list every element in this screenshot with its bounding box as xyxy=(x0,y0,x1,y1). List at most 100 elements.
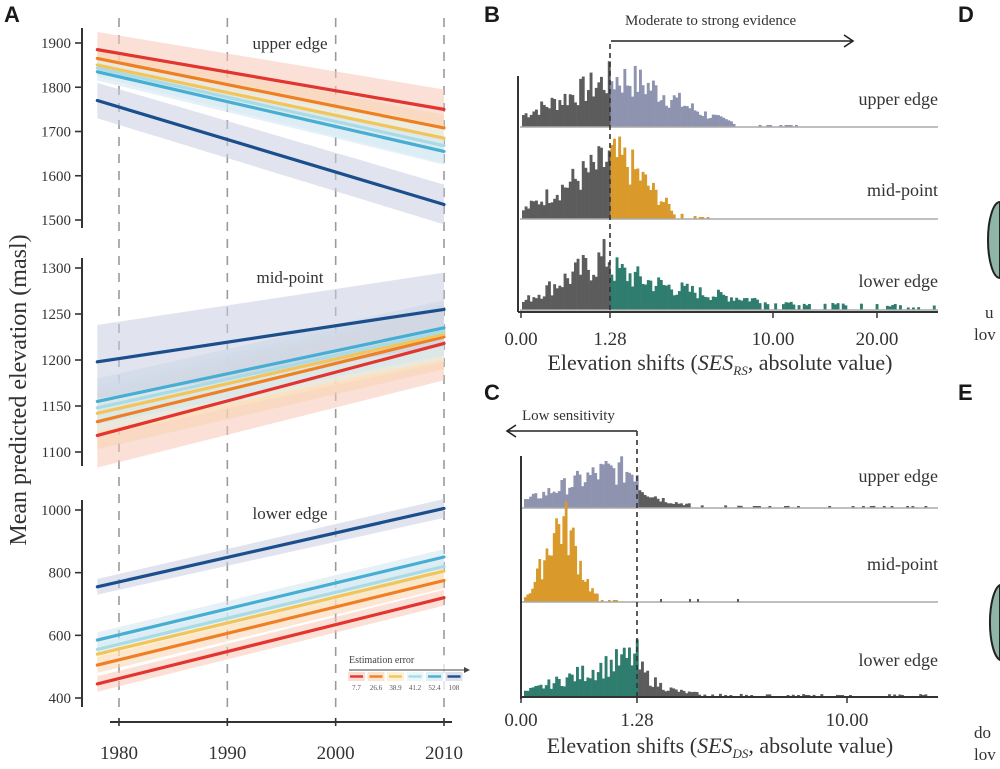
hist-b-upper-edge-bar xyxy=(722,117,726,127)
xlabel-prefix: Elevation shifts ( xyxy=(547,733,697,758)
trend-line-mid-point-7.7 xyxy=(95,341,446,438)
x-tick-label-2000: 2000 xyxy=(317,743,355,764)
hist-c-upper-edge-bar xyxy=(526,499,530,508)
hist-c-lower-edge-bar xyxy=(591,669,595,697)
hist-c-lower-edge-bar xyxy=(633,653,637,697)
hist-c-upper-edge-bar xyxy=(677,503,681,508)
hist-c-mid-point-outlier xyxy=(689,599,691,602)
hist-c-upper-edge-bar xyxy=(565,494,569,508)
hist-c-lower-edge-bar xyxy=(617,665,621,697)
hist-b-mid-point-bar xyxy=(662,202,666,219)
hist-b-upper-edge-bar xyxy=(524,113,528,127)
hist-b-lower-edge-bar xyxy=(576,258,580,310)
hist-b-upper-edge-bar xyxy=(574,102,577,127)
hist-c-lower-edge-bar xyxy=(609,659,613,697)
hist-b-mid-point-bar xyxy=(535,200,538,219)
hist-b-upper-edge-bar xyxy=(628,86,632,127)
hist-b-lower-edge-bar xyxy=(654,285,658,310)
hist-b-mid-point-bar xyxy=(555,194,559,219)
trend-line-mid-point-108 xyxy=(95,307,446,364)
hist-b-lower-edge-bar xyxy=(545,285,549,310)
hist-b-lower-edge-bar xyxy=(628,273,632,310)
hist-b-mid-point-bar xyxy=(553,198,557,219)
hist-b-lower-edge-bar xyxy=(709,300,713,310)
hist-c-upper-edge-bar xyxy=(828,506,832,508)
hist-b-upper-edge-bar xyxy=(711,114,715,127)
hist-c-lower-edge-bar xyxy=(690,692,694,697)
hist-c-lower-edge-bar xyxy=(643,672,647,697)
hist-c-upper-edge-bar xyxy=(568,487,572,508)
hist-c-mid-point-bar xyxy=(538,558,542,602)
y-tick-label-600: 600 xyxy=(49,628,72,644)
hist-b-upper-edge-bar xyxy=(769,125,772,127)
hist-b-lower-edge-bar xyxy=(711,296,715,310)
hist-b-mid-point-bar xyxy=(680,213,684,219)
hist-b-lower-edge-bar xyxy=(605,266,609,310)
hist-c-lower-edge-bar xyxy=(576,666,579,697)
hist-b-upper-edge-bar xyxy=(652,80,655,127)
hist-c-mid-point-bar xyxy=(555,518,558,602)
hist-b-lower-edge-bar xyxy=(644,284,648,310)
hist-b-lower-edge-bar xyxy=(610,274,614,310)
x-tick-label-b-0.00: 0.00 xyxy=(504,329,537,350)
hist-c-upper-edge-bar xyxy=(651,497,655,508)
hist-b-upper-edge-bar xyxy=(618,85,622,127)
hist-c-lower-edge-bar xyxy=(620,654,624,697)
hist-b-lower-edge-bar xyxy=(540,298,544,310)
subplot-label-lower-edge: lower edge xyxy=(252,504,327,523)
hist-b-upper-edge-bar xyxy=(730,121,733,127)
trend-line-mid-point-52.4 xyxy=(95,326,446,403)
hist-b-lower-edge-bar xyxy=(649,280,653,310)
hist-c-lower-edge-bar xyxy=(555,676,559,697)
hist-c-upper-edge-bar xyxy=(872,505,876,508)
hist-c-lower-edge-bar xyxy=(641,661,644,697)
y-tick-label-1200: 1200 xyxy=(41,353,71,369)
hist-c-upper-edge-bar xyxy=(784,506,787,508)
hist-c-upper-edge-bar xyxy=(625,471,629,508)
hist-b-upper-edge-bar xyxy=(709,117,713,127)
hist-b-lower-edge-bar xyxy=(893,303,897,310)
hist-c-mid-point-bar xyxy=(596,593,599,602)
hist-c-lower-edge-bar xyxy=(570,674,574,697)
x-tick-label-c-10.00: 10.00 xyxy=(826,710,869,731)
hist-b-upper-edge-bar xyxy=(548,108,551,127)
y-tick-label-1250: 1250 xyxy=(41,307,71,323)
hist-b-upper-edge-bar xyxy=(605,93,609,127)
y-axes: 1500 1600 1700 1800 1900 1100 1150 1200 1250 1300… xyxy=(41,28,83,707)
hist-b-upper-edge-bar xyxy=(579,78,583,127)
hist-b-upper-edge-bar xyxy=(665,105,668,127)
hist-b-mid-point-bar xyxy=(600,147,603,219)
hist-b-upper-edge-bar xyxy=(542,104,546,127)
hist-b-lower-edge-bar xyxy=(678,291,681,310)
hist-c-upper-edge-bar xyxy=(557,491,561,508)
legend-title: Estimation error xyxy=(349,655,415,666)
hist-c-lower-edge-bar xyxy=(529,687,533,697)
cutoff-text-d2: lov xyxy=(974,325,996,344)
hist-b-lower-edge-bar xyxy=(886,305,889,310)
hist-b-lower-edge-bar xyxy=(613,280,616,310)
hist-b-upper-edge-bar xyxy=(670,99,674,127)
x-axis-title-c: Elevation shifts (SESDS, absolute value) xyxy=(547,733,893,761)
hist-c-upper-edge-bar xyxy=(737,505,741,508)
hist-c-upper-edge-bar xyxy=(594,472,598,508)
hist-c-upper-edge-bar xyxy=(560,479,564,508)
hist-b-upper-edge-bar xyxy=(662,95,666,127)
y-tick-label-1500: 1500 xyxy=(41,213,71,229)
hist-b-upper-edge-bar xyxy=(540,101,544,127)
hist-c-lower-edge-bar xyxy=(612,671,616,697)
hist-c-upper-edge-bar xyxy=(563,478,566,508)
hist-b-lower-edge-bar xyxy=(730,297,733,310)
hist-b-upper-edge-bar xyxy=(532,111,536,127)
hist-b-mid-point-bar xyxy=(558,200,562,219)
hist-c-upper-edge-bar xyxy=(578,474,582,508)
hist-c-upper-edge-bar xyxy=(638,490,642,508)
hist-c-mid-point-bar xyxy=(543,560,546,602)
trend-lines xyxy=(95,48,446,686)
hist-b-mid-point-bar xyxy=(561,184,564,219)
hist-b-upper-edge-bar xyxy=(597,82,601,127)
hist-c-lower-edge-bar xyxy=(664,691,668,697)
hist-b-lower-edge-bar xyxy=(532,297,536,310)
hist-b-lower-edge-bar xyxy=(535,298,538,310)
hist-c-lower-edge-bar xyxy=(599,662,603,697)
x-axis: 1980 1990 2000 2010 xyxy=(100,718,463,764)
